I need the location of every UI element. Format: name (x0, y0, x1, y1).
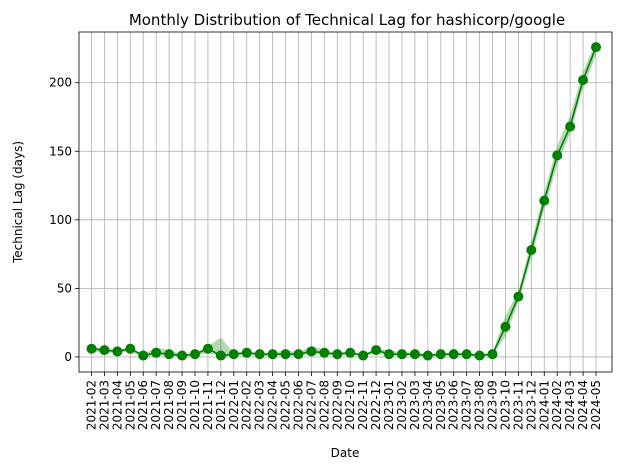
x-tick-label: 2021-10 (188, 380, 202, 430)
data-point (228, 349, 239, 360)
distribution-band-area (91, 41, 596, 357)
x-tick-label: 2022-10 (343, 380, 357, 430)
data-point (267, 349, 278, 360)
data-point (461, 349, 472, 360)
x-tick-label: 2021-08 (162, 380, 176, 430)
data-point (422, 350, 433, 361)
data-point (526, 244, 537, 255)
y-tick-label: 50 (57, 281, 72, 295)
x-tick-label: 2023-05 (434, 380, 448, 430)
x-tick-label: 2024-01 (537, 380, 551, 430)
y-axis: 0 50 100 150 200 (49, 76, 79, 364)
data-point (578, 74, 589, 85)
y-tick-label: 150 (49, 144, 72, 158)
data-point (487, 349, 498, 360)
data-point (384, 349, 395, 360)
data-point (189, 349, 200, 360)
x-tick-label: 2022-02 (240, 380, 254, 430)
data-point (86, 343, 97, 354)
data-point (125, 343, 136, 354)
x-tick-label: 2022-11 (356, 380, 370, 430)
data-point (280, 349, 291, 360)
x-tick-label: 2022-04 (266, 380, 280, 430)
data-points (86, 42, 601, 361)
x-tick-label: 2023-01 (382, 380, 396, 430)
x-tick-label: 2022-05 (279, 380, 293, 430)
x-tick-label: 2023-06 (447, 380, 461, 430)
x-tick-label: 2021-02 (85, 380, 99, 430)
x-tick-label: 2023-08 (473, 380, 487, 430)
x-tick-label: 2021-11 (201, 380, 215, 430)
data-point (306, 346, 317, 357)
x-tick-label: 2023-11 (511, 380, 525, 430)
data-point (177, 350, 188, 361)
x-tick-label: 2022-12 (369, 380, 383, 430)
series-line-group (91, 46, 597, 357)
x-tick-label: 2022-07 (304, 380, 318, 430)
x-tick-label: 2022-09 (330, 380, 344, 430)
data-point (448, 349, 459, 360)
x-tick-label: 2023-02 (395, 380, 409, 430)
series-line (91, 46, 597, 357)
x-tick-label: 2023-12 (524, 380, 538, 430)
y-tick-label: 100 (49, 213, 72, 227)
x-tick-label: 2023-10 (498, 380, 512, 430)
x-tick-label: 2024-03 (563, 380, 577, 430)
data-point (241, 347, 252, 358)
x-tick-label: 2022-03 (253, 380, 267, 430)
data-point (371, 345, 382, 356)
x-tick-label: 2022-01 (227, 380, 241, 430)
data-point (358, 350, 369, 361)
distribution-band (91, 41, 596, 357)
data-point (112, 346, 123, 357)
data-point (552, 150, 563, 161)
data-point (202, 343, 213, 354)
chart-title: Monthly Distribution of Technical Lag fo… (129, 11, 565, 29)
x-tick-label: 2023-03 (408, 380, 422, 430)
y-tick-label: 0 (64, 350, 72, 364)
y-tick-label: 200 (49, 76, 72, 90)
data-point (164, 349, 175, 360)
data-point (151, 347, 162, 358)
x-tick-label: 2021-09 (175, 380, 189, 430)
data-point (215, 350, 226, 361)
x-tick-label: 2021-03 (97, 380, 111, 430)
x-tick-label: 2023-07 (460, 380, 474, 430)
x-tick-label: 2021-05 (123, 380, 137, 430)
grid (79, 32, 612, 372)
x-tick-label: 2021-06 (136, 380, 150, 430)
data-point (332, 349, 343, 360)
x-tick-label: 2022-08 (317, 380, 331, 430)
data-point (474, 350, 485, 361)
data-point (591, 42, 601, 53)
x-tick-label: 2023-09 (486, 380, 500, 430)
data-point (513, 291, 524, 302)
x-axis: 2021-022021-032021-042021-052021-062021-… (85, 372, 603, 430)
data-point (435, 349, 446, 360)
x-tick-label: 2021-07 (149, 380, 163, 430)
data-point (254, 349, 265, 360)
x-tick-label: 2022-06 (291, 380, 305, 430)
data-point (138, 350, 149, 361)
data-point (539, 195, 550, 206)
x-tick-label: 2021-12 (214, 380, 228, 430)
data-point (293, 349, 304, 360)
data-point (396, 349, 407, 360)
data-point (500, 321, 511, 332)
x-tick-label: 2024-04 (576, 380, 590, 430)
data-point (345, 347, 356, 358)
data-point (409, 349, 420, 360)
x-tick-label: 2023-04 (421, 380, 435, 430)
data-point (319, 347, 330, 358)
x-axis-label: Date (331, 446, 360, 460)
data-point (565, 121, 576, 132)
x-tick-label: 2021-04 (110, 380, 124, 430)
x-tick-label: 2024-02 (550, 380, 564, 430)
data-point (99, 345, 110, 356)
x-tick-label: 2024-05 (589, 380, 603, 430)
plot-frame (78, 31, 613, 373)
y-axis-label: Technical Lag (days) (11, 141, 25, 264)
